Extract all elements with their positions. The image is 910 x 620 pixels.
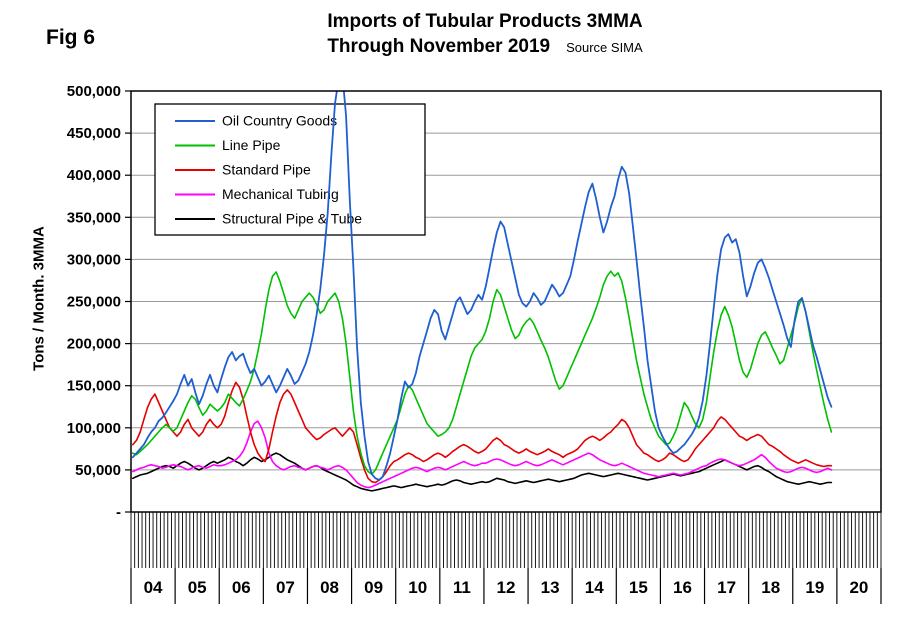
y-tick-label: 450,000 [67,125,121,142]
chart-subtitle-row: Through November 2019 Source SIMA [90,34,880,60]
legend-label: Structural Pipe & Tube [222,211,362,227]
series-line-standard-pipe [132,381,833,484]
y-tick-label: 250,000 [67,294,121,311]
y-tick-label: 300,000 [67,251,121,268]
x-year-label: 04 [144,578,163,597]
plot-border [130,90,882,513]
x-year-label: 10 [408,578,427,597]
y-tick-label: 150,000 [67,378,121,395]
x-year-label: 14 [585,578,604,597]
y-tick-label: - [116,504,121,521]
series-line-mechanical-tubing [132,420,833,489]
legend-label: Standard Pipe [222,162,311,178]
x-year-label: 08 [320,578,339,597]
y-tick-label: 500,000 [67,83,121,100]
title-block: Imports of Tubular Products 3MMA Through… [90,9,880,60]
legend: Oil Country Goods Line Pipe Standard Pipe M… [154,103,426,236]
y-tick-label: 350,000 [67,209,121,226]
chart-title: Imports of Tubular Products 3MMA [327,11,643,32]
series-line-structural-pipe-tube [132,452,833,492]
y-tick-label: 50,000 [75,462,121,479]
chart-source: Source SIMA [566,40,643,55]
legend-label: Mechanical Tubing [222,186,339,202]
x-year-label: 18 [761,578,780,597]
series-line-oil-country-goods [131,91,833,481]
x-year-label: 07 [276,578,295,597]
y-axis-title: Tons / Month. 3MMA [30,226,48,371]
y-tick-label: 200,000 [67,336,121,353]
x-year-label: 06 [232,578,251,597]
x-year-label: 20 [849,578,868,597]
x-year-label: 16 [673,578,692,597]
legend-label: Line Pipe [222,137,281,153]
y-tick-label: 100,000 [67,420,121,437]
x-year-label: 17 [717,578,736,597]
x-year-label: 19 [805,578,824,597]
x-year-label: 15 [629,578,648,597]
figure-label: Fig 6 [46,26,96,49]
legend-label: Oil Country Goods [222,113,337,129]
x-year-label: 13 [541,578,560,597]
x-year-label: 11 [453,578,471,597]
x-year-label: 05 [188,578,207,597]
x-year-label: 12 [497,578,516,597]
y-tick-label: 400,000 [67,167,121,184]
series-line-line-pipe [132,270,833,475]
x-year-label: 09 [364,578,383,597]
chart-subtitle: Through November 2019 [327,36,551,57]
